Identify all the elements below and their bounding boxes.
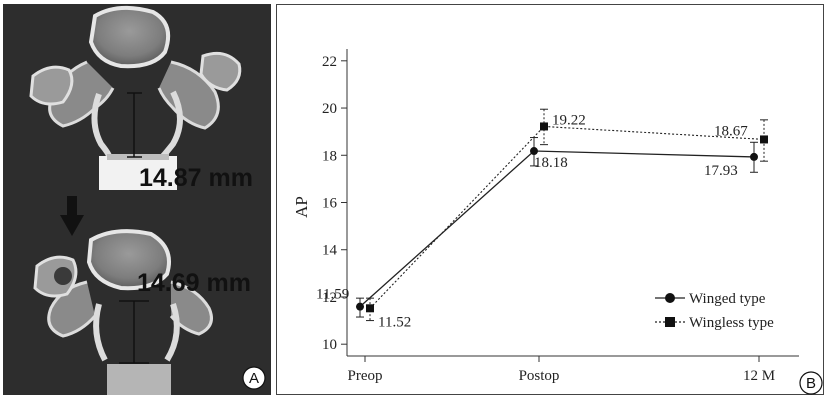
- data-point-circle: [356, 302, 364, 311]
- bottom-vertebra: [33, 229, 213, 395]
- data-label: 11.59: [316, 287, 349, 303]
- chart-panel: 10 12 14 16 18 20 22 Preop Postop 12 M 11.59 18.18…: [276, 4, 824, 395]
- data-point-circle: [750, 152, 758, 161]
- y-tick-label: 14: [322, 243, 338, 259]
- line-chart: 10 12 14 16 18 20 22 Preop Postop 12 M 11.59 18.18…: [292, 49, 823, 395]
- panel-label-circle: [242, 366, 266, 390]
- data-label: 19.22: [552, 112, 586, 128]
- y-axis-label: AP: [292, 196, 311, 218]
- x-tick-label: Postop: [519, 368, 560, 384]
- data-point-square: [540, 122, 548, 131]
- y-tick-label: 22: [322, 54, 337, 70]
- chart-axes: 10 12 14 16 18 20 22 Preop Postop 12 M: [322, 49, 799, 384]
- series-line-winged: [359, 150, 755, 308]
- data-label: 17.93: [704, 163, 738, 179]
- measurement-top: 14.87 mm: [139, 164, 253, 192]
- y-tick-label: 10: [322, 337, 337, 353]
- data-point-square: [760, 135, 768, 144]
- top-vertebra: [29, 5, 242, 190]
- panel-label-b: B: [806, 375, 816, 392]
- y-tick-label: 20: [322, 101, 337, 117]
- ct-image-panel: 14.87 mm 14.69 mm A: [3, 4, 271, 395]
- data-label: 11.52: [378, 314, 411, 330]
- ct-scan-illustration: 14.87 mm 14.69 mm A: [3, 4, 271, 395]
- data-point-circle: [530, 147, 538, 156]
- series-line-wingless: [369, 125, 765, 309]
- chart-data-labels: 11.59 18.18 17.93 11.52 19.22 18.67: [316, 112, 748, 330]
- y-tick-label: 18: [322, 148, 337, 164]
- legend-marker-circle: [665, 293, 675, 303]
- chart-series: [356, 108, 768, 322]
- panel-label-circle: [799, 371, 823, 395]
- measurement-bottom: 14.69 mm: [137, 269, 251, 297]
- x-tick-label: Preop: [348, 368, 383, 384]
- y-tick-label: 12: [322, 290, 337, 306]
- data-label: 18.67: [714, 123, 748, 139]
- chart-legend: Winged type Wingless type: [655, 291, 774, 331]
- legend-marker-square: [665, 317, 675, 327]
- legend-label: Winged type: [689, 291, 766, 307]
- legend-label: Wingless type: [689, 315, 774, 331]
- data-label: 18.18: [534, 155, 568, 171]
- panel-label-a: A: [249, 370, 259, 387]
- x-tick-label: 12 M: [743, 368, 775, 384]
- arrow-down-icon: [60, 196, 84, 236]
- data-point-square: [366, 304, 374, 313]
- y-tick-label: 16: [322, 196, 338, 212]
